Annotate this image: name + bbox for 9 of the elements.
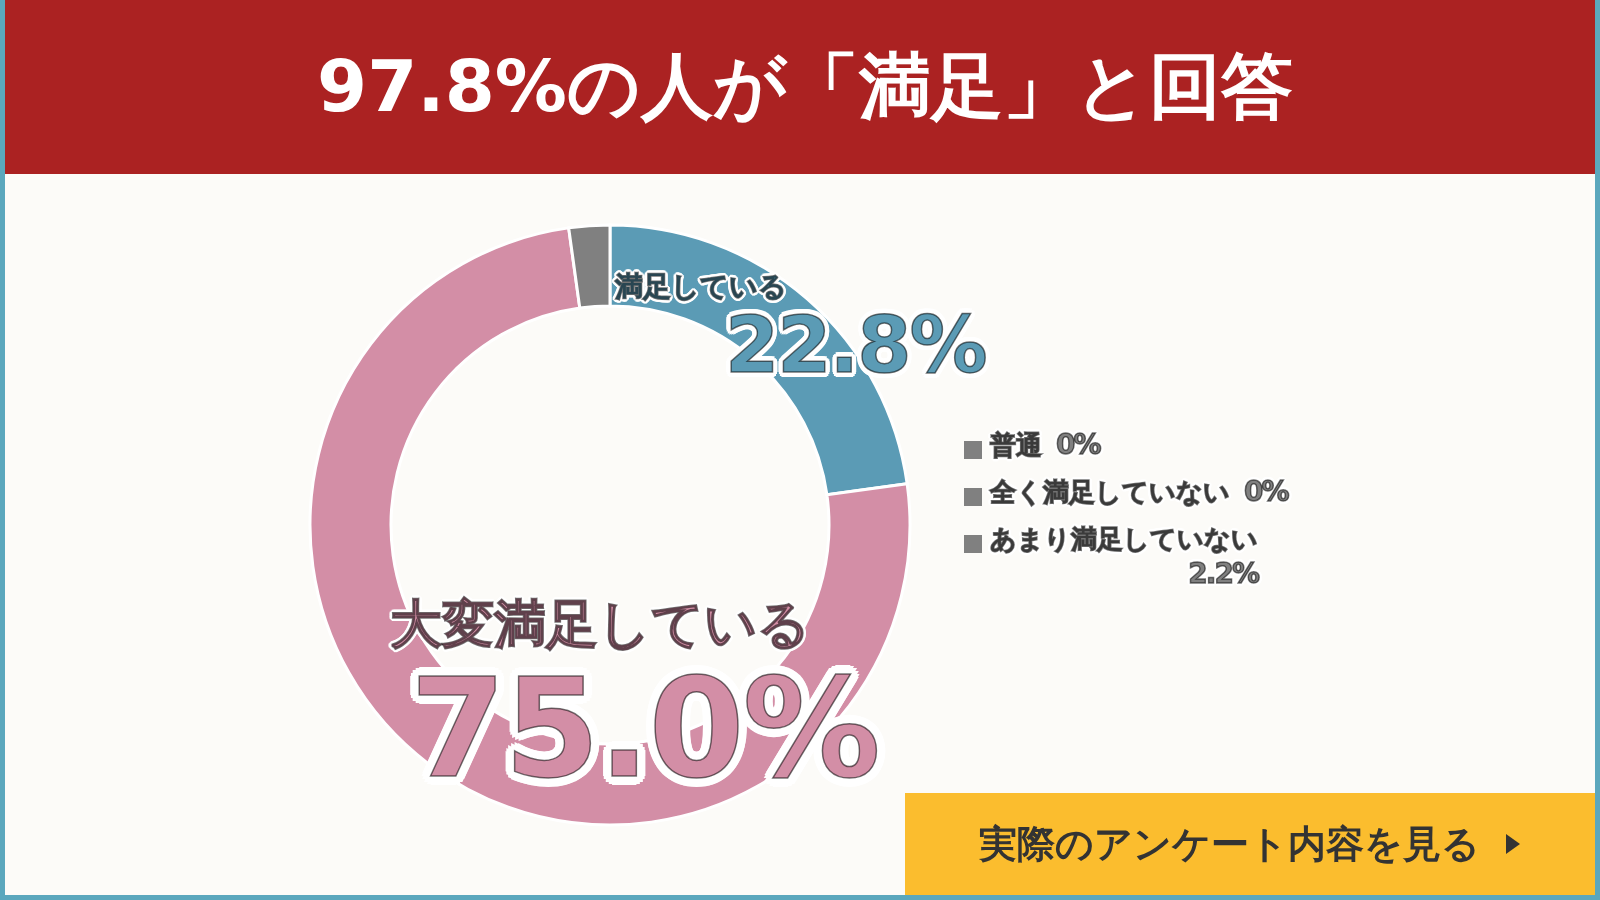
slice-label: 満足している bbox=[615, 270, 787, 303]
text: 0% bbox=[1244, 475, 1288, 508]
data-label: 2.2% bbox=[1188, 557, 1258, 590]
legend-label: 普通 bbox=[990, 430, 1042, 460]
chart-title: 97.8%の人が「満足」と回答 bbox=[317, 43, 1293, 130]
text: 0% bbox=[1056, 428, 1100, 461]
text: 実際のアンケート内容を見る bbox=[978, 820, 1480, 868]
legend-label: 全く満足していない bbox=[990, 477, 1230, 507]
legend-label: あまり満足していない bbox=[990, 524, 1258, 554]
